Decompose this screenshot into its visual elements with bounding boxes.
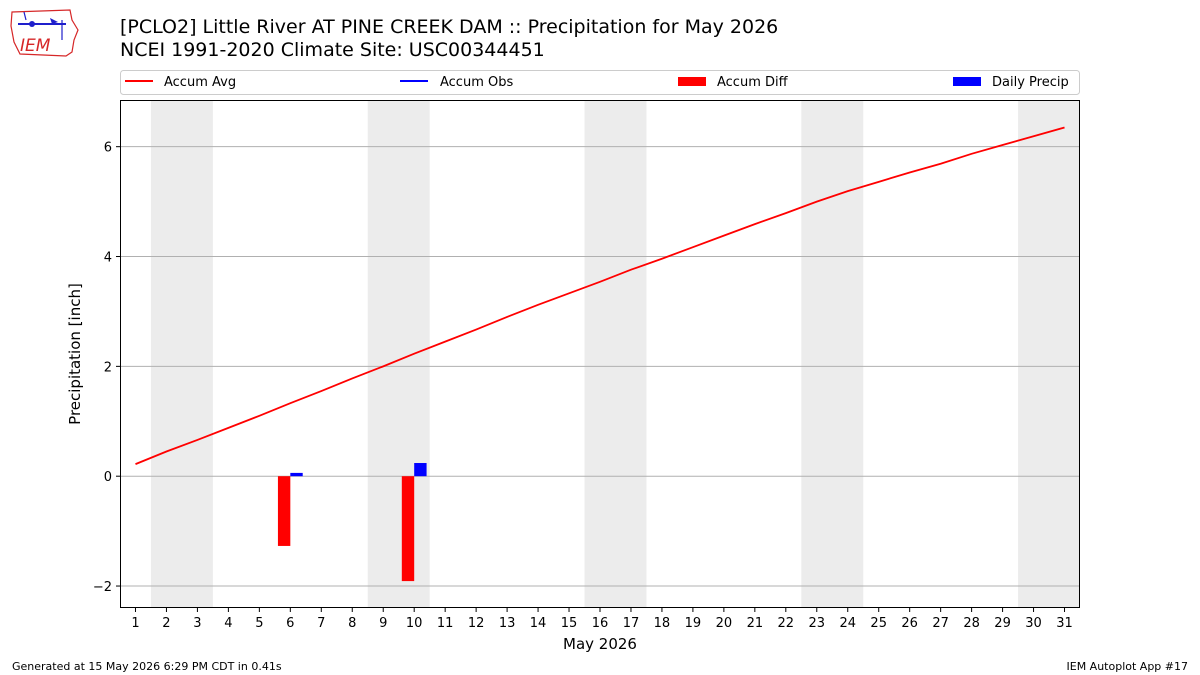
daily-precip-bar [290, 472, 303, 477]
chart-title: [PCLO2] Little River AT PINE CREEK DAM :… [120, 16, 779, 38]
x-tick-label: 1 [131, 616, 139, 631]
bars [277, 463, 427, 582]
x-tick-label: 2 [162, 616, 170, 631]
weekend-shading [150, 100, 1080, 608]
x-axis-ticks: 1 2 3 4 5 6 7 8 9 10 11 12 13 14 15 16 17 18 19 20 21 22 23 24 2… [131, 608, 1073, 631]
x-tick-label: 21 [747, 616, 764, 631]
y-tick-label: 6 [104, 141, 112, 156]
accum-avg-line [135, 126, 1065, 465]
x-tick-label: 16 [592, 616, 609, 631]
x-tick-label: 4 [224, 616, 232, 631]
daily-precip-bar [414, 463, 427, 477]
app-credit: IEM Autoplot App #17 [1066, 660, 1189, 673]
y-tick-label: 2 [104, 360, 112, 375]
grid-lines [120, 146, 1080, 587]
weekend-band [801, 100, 864, 608]
x-axis-label: May 2026 [563, 635, 637, 653]
weekend-band [367, 100, 430, 608]
x-tick-label: 9 [379, 616, 387, 631]
x-tick-label: 25 [870, 616, 887, 631]
x-tick-label: 3 [193, 616, 201, 631]
x-tick-label: 17 [623, 616, 640, 631]
x-tick-label: 29 [994, 616, 1011, 631]
y-tick-label: 4 [104, 251, 112, 266]
x-tick-label: 26 [901, 616, 918, 631]
x-tick-label: 24 [839, 616, 856, 631]
accum-diff-bar [401, 476, 415, 582]
x-tick-label: 14 [530, 616, 547, 631]
legend-label: Accum Obs [440, 75, 513, 90]
x-tick-label: 13 [499, 616, 516, 631]
chart-title-block: [PCLO2] Little River AT PINE CREEK DAM :… [120, 16, 778, 62]
legend-label: Accum Diff [717, 75, 789, 90]
x-tick-label: 31 [1056, 616, 1073, 631]
x-tick-label: 18 [654, 616, 671, 631]
x-tick-label: 7 [317, 616, 325, 631]
legend-label: Daily Precip [992, 75, 1069, 90]
plot-area-frame [120, 100, 1080, 608]
x-tick-label: 28 [963, 616, 980, 631]
lines [135, 126, 1065, 465]
x-tick-label: 6 [286, 616, 294, 631]
x-tick-label: 19 [685, 616, 702, 631]
y-axis-ticks: −2 0 2 4 6 [93, 141, 120, 595]
chart-subtitle: NCEI 1991-2020 Climate Site: USC00344451 [120, 39, 545, 61]
x-tick-label: 15 [561, 616, 578, 631]
accum-diff-bar [277, 476, 291, 546]
x-tick-label: 11 [437, 616, 454, 631]
y-tick-label: 0 [104, 470, 112, 485]
x-tick-label: 23 [809, 616, 826, 631]
x-tick-label: 10 [406, 616, 423, 631]
legend-bar-swatch [678, 77, 706, 86]
y-axis-label: Precipitation [inch] [66, 283, 84, 425]
y-tick-label: −2 [93, 580, 112, 595]
legend: Accum Avg Accum Obs Accum Diff Daily Precip [120, 70, 1080, 95]
generated-timestamp: Generated at 15 May 2026 6:29 PM CDT in … [12, 660, 282, 673]
weekend-band [1018, 100, 1080, 608]
x-tick-label: 12 [468, 616, 485, 631]
weekend-band [584, 100, 647, 608]
x-tick-label: 27 [932, 616, 949, 631]
x-tick-label: 20 [716, 616, 733, 631]
x-tick-label: 8 [348, 616, 356, 631]
logo-text: IEM [20, 36, 51, 56]
legend-frame [120, 70, 1080, 95]
legend-bar-swatch [953, 77, 981, 86]
x-tick-label: 22 [778, 616, 795, 631]
weekend-band [150, 100, 213, 608]
legend-label: Accum Avg [164, 75, 236, 90]
iem-logo: IEM [8, 6, 82, 64]
x-tick-label: 30 [1025, 616, 1042, 631]
x-tick-label: 5 [255, 616, 263, 631]
